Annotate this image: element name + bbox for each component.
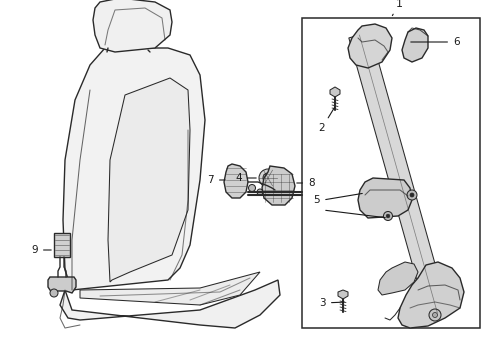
Polygon shape bbox=[48, 277, 76, 293]
Text: 7: 7 bbox=[207, 175, 225, 185]
Text: 9: 9 bbox=[31, 245, 51, 255]
Text: 1: 1 bbox=[391, 0, 402, 15]
Text: 6: 6 bbox=[410, 37, 459, 47]
Circle shape bbox=[406, 190, 416, 200]
Text: 5: 5 bbox=[313, 195, 319, 205]
Polygon shape bbox=[80, 272, 260, 305]
Bar bbox=[302, 18, 479, 328]
Circle shape bbox=[248, 184, 255, 192]
Polygon shape bbox=[60, 280, 280, 328]
Circle shape bbox=[265, 176, 269, 180]
Circle shape bbox=[259, 169, 276, 187]
Circle shape bbox=[409, 193, 413, 197]
Polygon shape bbox=[397, 262, 463, 328]
Circle shape bbox=[428, 309, 440, 321]
Polygon shape bbox=[224, 164, 247, 198]
Circle shape bbox=[257, 189, 263, 195]
Polygon shape bbox=[347, 24, 391, 68]
Polygon shape bbox=[63, 48, 204, 290]
Text: 3: 3 bbox=[319, 298, 344, 308]
Polygon shape bbox=[329, 87, 339, 97]
Polygon shape bbox=[337, 290, 347, 299]
Text: 2: 2 bbox=[318, 107, 334, 133]
Circle shape bbox=[386, 214, 389, 218]
Polygon shape bbox=[54, 233, 70, 257]
Circle shape bbox=[383, 211, 392, 220]
Polygon shape bbox=[108, 78, 190, 282]
Polygon shape bbox=[377, 262, 417, 295]
Polygon shape bbox=[348, 32, 447, 316]
Text: 8: 8 bbox=[296, 178, 314, 188]
Circle shape bbox=[263, 173, 272, 183]
Circle shape bbox=[431, 312, 437, 318]
Polygon shape bbox=[357, 178, 411, 218]
Polygon shape bbox=[401, 28, 427, 62]
Polygon shape bbox=[262, 166, 294, 205]
Text: 4: 4 bbox=[235, 173, 256, 183]
Circle shape bbox=[50, 289, 58, 297]
Polygon shape bbox=[93, 0, 172, 52]
